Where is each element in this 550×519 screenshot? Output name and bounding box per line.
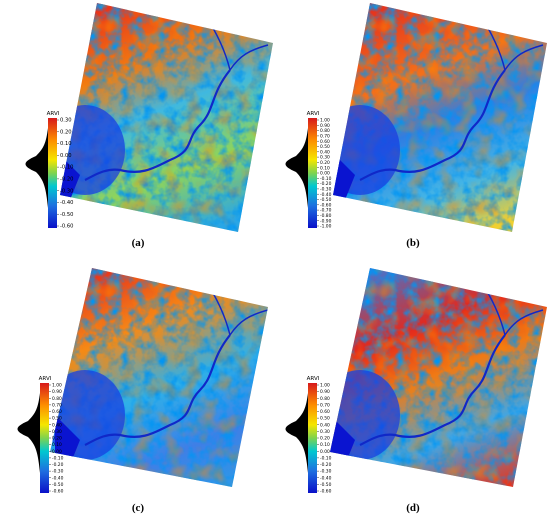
- panel: ARVI1.000.900.800.700.600.500.400.300.20…: [17, 268, 268, 514]
- colorbar-tick-label: 0.40: [320, 422, 330, 428]
- river: [84, 69, 231, 181]
- colorbar-tick-label: 0.00: [60, 153, 72, 159]
- panel: ARVI1.000.900.800.700.600.500.400.300.20…: [285, 3, 547, 249]
- colorbar-tick-label: -0.30: [60, 188, 73, 194]
- colorbar: [48, 118, 57, 228]
- colorbar: [308, 118, 317, 228]
- colorbar-tick-label: -0.20: [52, 462, 64, 468]
- colorbar-tick-label: 0.00: [320, 171, 330, 177]
- colorbar-tick-label: -0.20: [320, 462, 332, 468]
- histogram: [25, 128, 48, 208]
- colorbar-title: ARVI: [47, 111, 60, 117]
- colorbar-tick-label: -0.70: [320, 208, 332, 214]
- colorbar-tick-label: -0.40: [320, 475, 332, 481]
- colorbar-tick-label: 0.80: [320, 128, 330, 134]
- caption: (c): [132, 502, 145, 514]
- colorbar: [308, 383, 317, 493]
- colorbar-tick-label: 1.00: [320, 383, 330, 389]
- satellite-map: [60, 3, 273, 232]
- river: [84, 334, 231, 446]
- sea: [55, 415, 80, 465]
- colorbar-tick-label: -0.50: [320, 482, 332, 488]
- sea-region: [333, 105, 400, 195]
- histogram: [285, 128, 308, 208]
- colorbar-tick-label: 0.20: [320, 160, 330, 166]
- colorbar-tick-label: 0.90: [320, 389, 330, 395]
- satellite-map: [333, 3, 547, 232]
- colorbar-tick-label: 0.90: [52, 389, 62, 395]
- colorbar-tick-label: 0.50: [320, 144, 330, 150]
- colorbar-tick-label: 1.00: [52, 383, 62, 389]
- colorbar-tick-label: 0.30: [320, 155, 330, 161]
- colorbar-tick-label: -0.60: [320, 202, 332, 208]
- caption: (b): [406, 237, 420, 249]
- colorbar-tick-label: 0.00: [52, 449, 62, 455]
- colorbar-tick-label: -0.60: [320, 489, 332, 495]
- colorbar-tick-label: -0.80: [320, 213, 332, 219]
- colorbar-tick-label: -0.40: [52, 475, 64, 481]
- colorbar-tick-label: 0.20: [52, 436, 62, 442]
- colorbar-tick-label: 0.60: [52, 409, 62, 415]
- colorbar-tick-label: -0.10: [320, 176, 332, 182]
- colorbar-tick-label: -0.10: [52, 455, 64, 461]
- colorbar-tick-label: -0.30: [320, 187, 332, 193]
- colorbar-tick-label: -0.50: [52, 482, 64, 488]
- colorbar-tick-label: 0.80: [320, 396, 330, 402]
- colorbar-tick-label: 0.30: [320, 429, 330, 435]
- colorbar-tick-label: 0.60: [320, 139, 330, 145]
- colorbar-tick-label: 0.70: [52, 402, 62, 408]
- colorbar-tick-label: 0.20: [320, 436, 330, 442]
- colorbar-title: ARVI: [307, 376, 320, 382]
- colorbar-tick-label: -0.40: [320, 192, 332, 198]
- colorbar-tick-label: -0.50: [60, 212, 73, 218]
- colorbar-tick-label: 0.60: [320, 409, 330, 415]
- colorbar-tick-label: -1.00: [320, 224, 332, 230]
- colorbar-tick-label: 0.00: [320, 449, 330, 455]
- colorbar-title: ARVI: [39, 376, 52, 382]
- colorbar-tick-label: -0.30: [320, 469, 332, 475]
- colorbar: [40, 383, 49, 493]
- colorbar-tick-label: -0.40: [60, 200, 73, 206]
- colorbar-tick-label: 0.50: [320, 416, 330, 422]
- colorbar-tick-label: -0.60: [60, 224, 73, 230]
- river: [359, 334, 506, 446]
- colorbar-tick-label: -0.20: [60, 176, 73, 182]
- river: [359, 69, 506, 181]
- colorbar-tick-label: 0.40: [320, 149, 330, 155]
- colorbar-tick-label: -0.30: [52, 469, 64, 475]
- colorbar-tick-label: 1.00: [320, 118, 330, 124]
- colorbar-tick-label: 0.20: [60, 129, 72, 135]
- colorbar-tick-label: 0.40: [52, 422, 62, 428]
- colorbar-tick-label: -0.50: [320, 197, 332, 203]
- colorbar-tick-label: 0.10: [60, 141, 72, 147]
- colorbar-tick-label: 0.90: [320, 123, 330, 129]
- colorbar-tick-label: -0.90: [320, 218, 332, 224]
- colorbar-tick-label: 0.30: [52, 429, 62, 435]
- panel: ARVI1.000.900.800.700.600.500.400.300.20…: [285, 268, 547, 514]
- colorbar-tick-label: 0.10: [320, 442, 330, 448]
- colorbar-tick-label: -0.10: [320, 455, 332, 461]
- sea: [330, 415, 355, 465]
- satellite-map: [50, 268, 268, 487]
- colorbar-tick-label: 0.80: [52, 396, 62, 402]
- satellite-map: [330, 268, 547, 487]
- colorbar-tick-label: 0.30: [60, 118, 72, 124]
- colorbar-tick-label: -0.20: [320, 181, 332, 187]
- histogram: [17, 393, 40, 473]
- colorbar-tick-label: 0.70: [320, 134, 330, 140]
- colorbar-tick-label: -0.10: [60, 165, 73, 171]
- colorbar-tick-label: -0.60: [52, 489, 64, 495]
- colorbar-title: ARVI: [307, 111, 320, 117]
- colorbar-tick-label: 0.50: [52, 416, 62, 422]
- colorbar-tick-label: 0.10: [52, 442, 62, 448]
- colorbar-tick-label: 0.70: [320, 402, 330, 408]
- colorbar-tick-label: 0.10: [320, 165, 330, 171]
- histogram: [285, 393, 308, 473]
- caption: (d): [406, 502, 420, 514]
- caption: (a): [132, 237, 145, 249]
